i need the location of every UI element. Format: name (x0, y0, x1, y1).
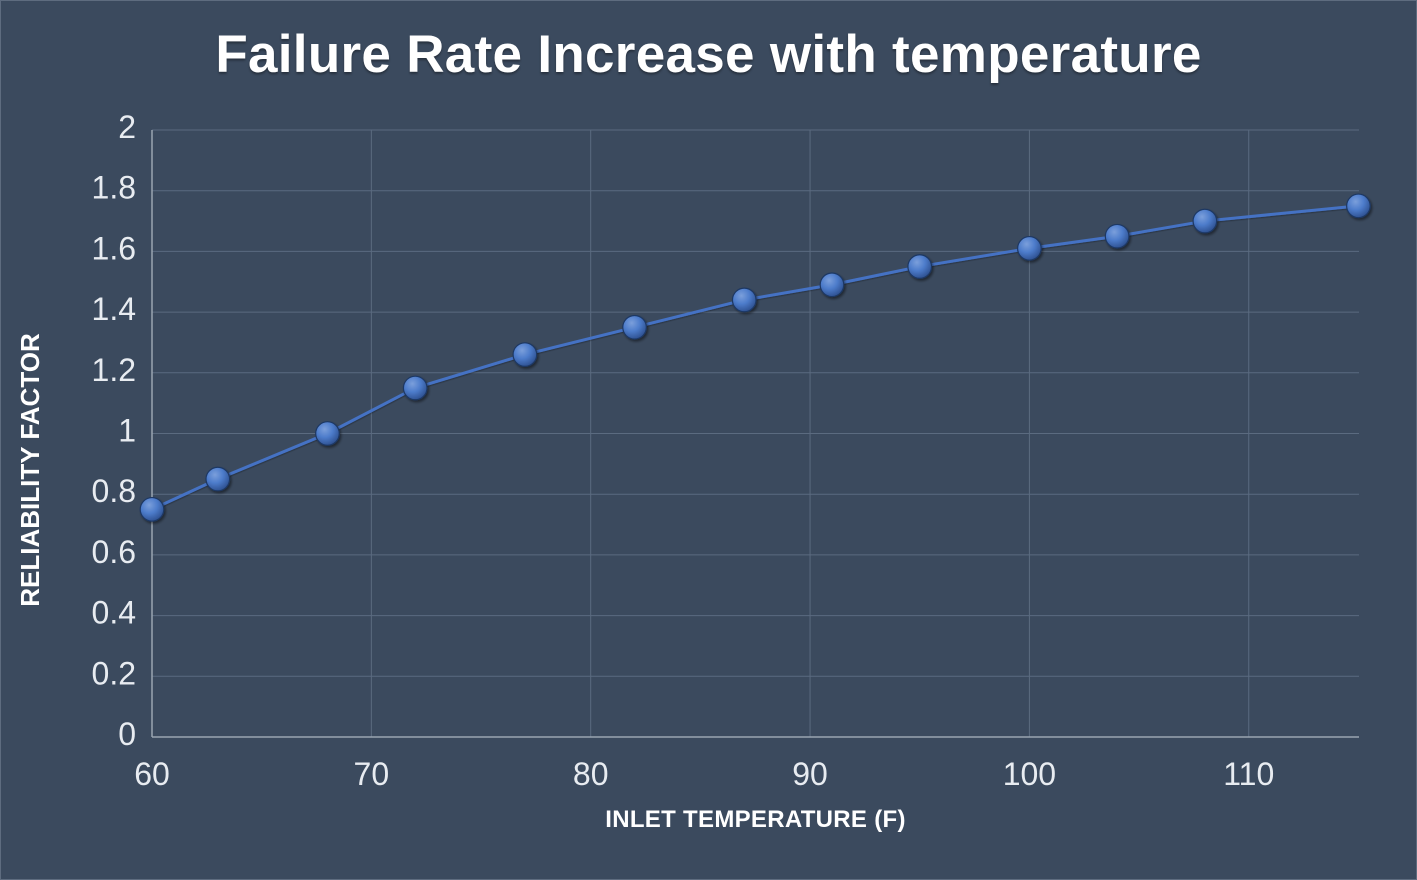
svg-text:0.6: 0.6 (92, 534, 136, 570)
svg-text:80: 80 (573, 756, 609, 792)
svg-text:1.8: 1.8 (92, 170, 136, 206)
svg-text:90: 90 (792, 756, 828, 792)
svg-text:100: 100 (1003, 756, 1056, 792)
svg-text:0.2: 0.2 (92, 655, 136, 691)
svg-text:1.4: 1.4 (92, 291, 136, 327)
svg-text:1.6: 1.6 (92, 230, 136, 266)
svg-text:110: 110 (1223, 756, 1274, 792)
svg-text:1.2: 1.2 (92, 352, 136, 388)
svg-text:0.8: 0.8 (92, 473, 136, 509)
svg-text:2: 2 (118, 109, 136, 145)
svg-text:70: 70 (354, 756, 390, 792)
svg-text:0: 0 (118, 716, 136, 752)
svg-text:0.4: 0.4 (92, 595, 136, 631)
svg-text:60: 60 (134, 756, 170, 792)
svg-text:1: 1 (118, 413, 136, 449)
